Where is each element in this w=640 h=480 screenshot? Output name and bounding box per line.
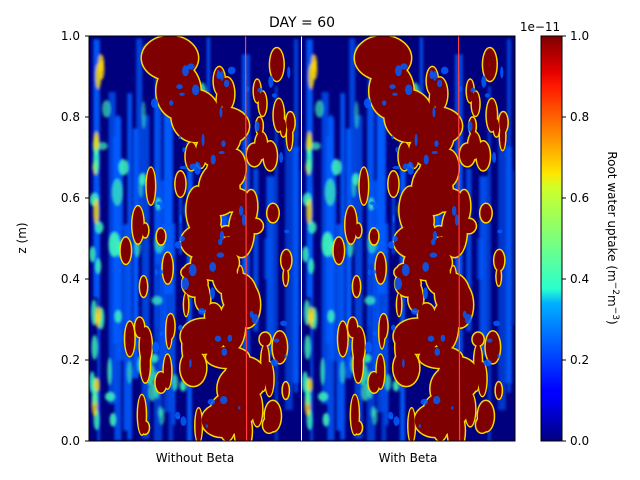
panel-label-without-beta: Without Beta <box>156 451 234 465</box>
colorbar-tick-label: 0.6 <box>570 191 589 205</box>
colorbar-tick-label: 0.2 <box>570 353 589 367</box>
y-axis: 0.0 0.2 0.4 0.6 0.8 1.0 <box>61 29 89 448</box>
y-tick-label: 0.8 <box>61 110 80 124</box>
panel-label-with-beta: With Beta <box>379 451 438 465</box>
colorbar-tick-label: 0.0 <box>570 434 589 448</box>
y-tick-label: 0.2 <box>61 353 80 367</box>
heatmap-panel-without-beta <box>89 36 301 441</box>
colorbar-tick-label: 1.0 <box>570 29 589 43</box>
colorbar-ticks: 0.0 0.2 0.4 0.6 0.8 1.0 <box>562 29 589 448</box>
colorbar <box>540 35 563 442</box>
y-tick-label: 0.0 <box>61 434 80 448</box>
colorbar-label: Root water uptake (m−2m−3) <box>605 151 620 324</box>
y-tick-label: 0.6 <box>61 191 80 205</box>
colorbar-scale-note: 1e−11 <box>520 20 560 34</box>
colorbar-tick-label: 0.4 <box>570 272 589 286</box>
colorbar-tick-label: 0.8 <box>570 110 589 124</box>
y-tick-label: 1.0 <box>61 29 80 43</box>
y-tick-label: 0.4 <box>61 272 80 286</box>
chart-title: DAY = 60 <box>269 15 335 31</box>
y-axis-label: z (m) <box>15 222 29 253</box>
heatmap-panel-with-beta <box>302 36 515 441</box>
plot-frame <box>88 35 516 442</box>
